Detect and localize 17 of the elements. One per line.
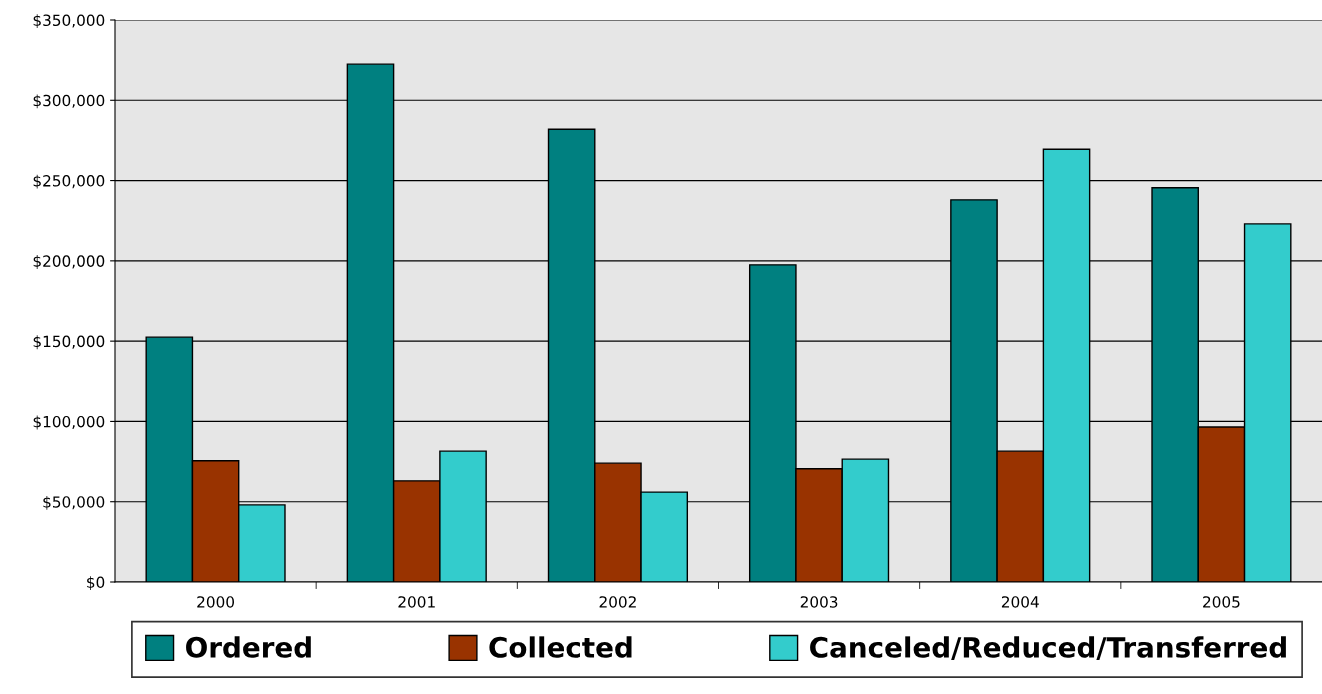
x-tick-label: 2005	[1203, 596, 1240, 608]
y-tick-label: $200,000	[33, 255, 105, 269]
x-tick-label: 2004	[1001, 596, 1039, 608]
x-tick-label: 2000	[197, 596, 235, 608]
y-tick-label: $300,000	[33, 94, 105, 109]
x-tick-label: 2001	[398, 596, 435, 608]
y-tick-label: $0	[87, 576, 105, 591]
y-tick-label: $150,000	[33, 335, 105, 350]
y-tick-label: $350,000	[33, 14, 105, 29]
y-tick-label: $100,000	[33, 415, 105, 430]
legend-label: Ordered	[186, 636, 311, 658]
x-tick-label: 2003	[800, 596, 838, 608]
legend-label: Canceled/Reduced/Transferred	[810, 636, 1286, 661]
x-tick-label: 2002	[599, 596, 636, 608]
y-tick-label: $250,000	[33, 174, 105, 189]
legend-label: Collected	[489, 636, 632, 658]
y-tick-label: $50,000	[43, 495, 105, 510]
